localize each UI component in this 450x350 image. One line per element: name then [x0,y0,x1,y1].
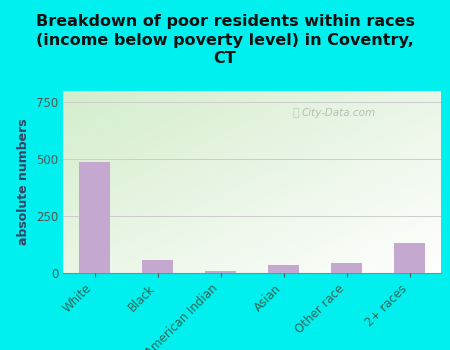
Text: City-Data.com: City-Data.com [302,108,376,118]
Bar [205,271,236,273]
Bar [79,161,110,273]
Bar [394,244,425,273]
Bar [142,260,173,273]
Bar [268,265,299,273]
Text: Breakdown of poor residents within races
(income below poverty level) in Coventr: Breakdown of poor residents within races… [36,14,414,66]
Text: ⓘ: ⓘ [292,108,299,118]
Bar [331,264,362,273]
Y-axis label: absolute numbers: absolute numbers [18,119,30,245]
